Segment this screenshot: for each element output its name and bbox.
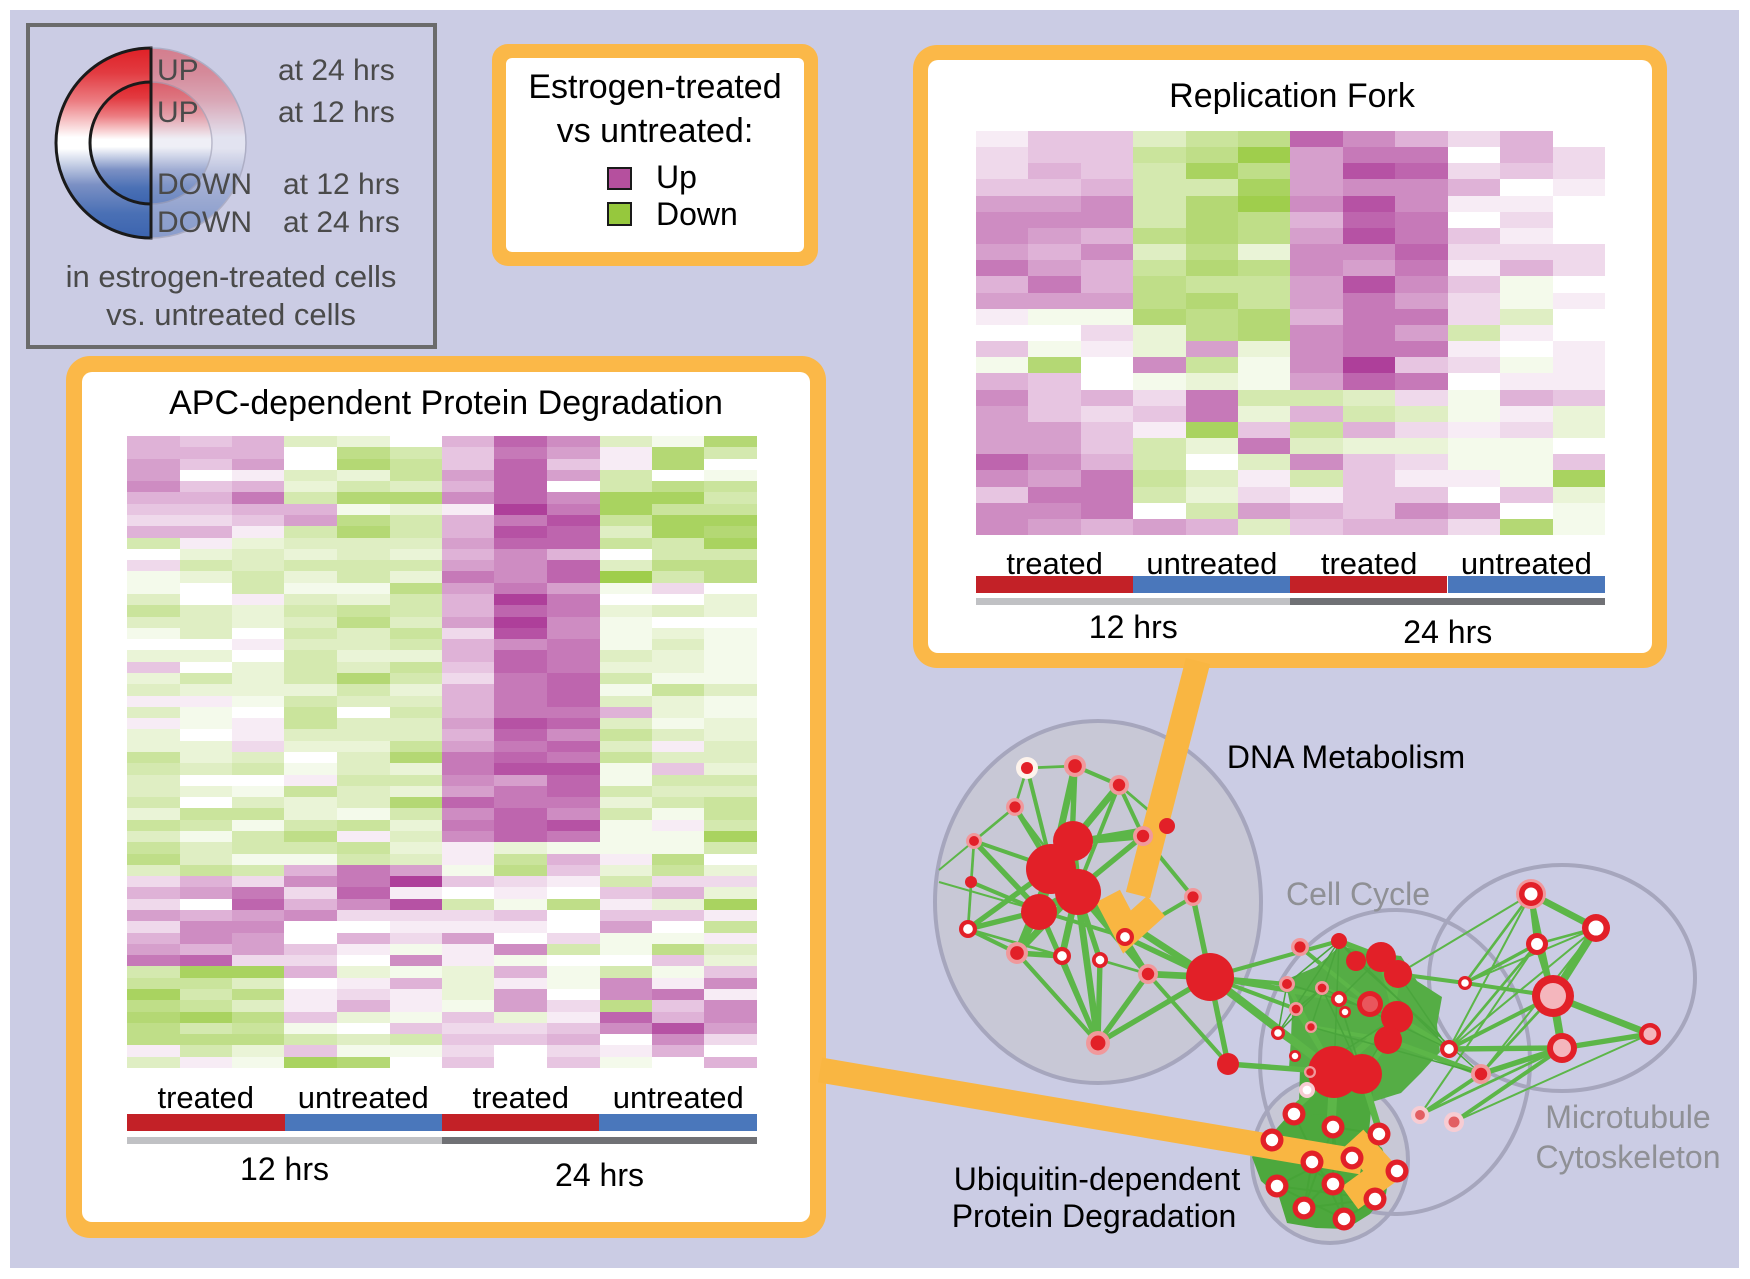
svg-text:treated: treated (1321, 546, 1418, 581)
svg-text:treated: treated (157, 1080, 254, 1115)
svg-text:at 24 hrs: at 24 hrs (278, 54, 395, 87)
svg-text:untreated: untreated (613, 1080, 744, 1115)
svg-text:untreated: untreated (1461, 546, 1592, 581)
svg-text:12 hrs: 12 hrs (240, 1151, 329, 1187)
svg-text:Up: Up (656, 159, 697, 195)
svg-text:DOWN: DOWN (157, 168, 252, 201)
svg-text:vs. untreated cells: vs. untreated cells (106, 297, 356, 332)
svg-text:untreated: untreated (298, 1080, 429, 1115)
svg-text:at 12 hrs: at 12 hrs (283, 168, 400, 201)
svg-text:Microtubule: Microtubule (1545, 1099, 1710, 1135)
svg-text:Replication Fork: Replication Fork (1169, 77, 1416, 115)
svg-text:in estrogen-treated cells: in estrogen-treated cells (66, 259, 397, 294)
svg-text:24 hrs: 24 hrs (1403, 614, 1492, 650)
svg-text:DNA Metabolism: DNA Metabolism (1227, 739, 1465, 775)
svg-text:Cytoskeleton: Cytoskeleton (1536, 1139, 1721, 1175)
svg-text:at 24 hrs: at 24 hrs (283, 206, 400, 239)
svg-text:treated: treated (1006, 546, 1103, 581)
svg-text:Down: Down (656, 196, 738, 232)
svg-text:at 12 hrs: at 12 hrs (278, 96, 395, 129)
svg-text:UP: UP (157, 54, 199, 87)
svg-text:treated: treated (472, 1080, 569, 1115)
svg-text:Protein Degradation: Protein Degradation (952, 1198, 1237, 1234)
svg-text:DOWN: DOWN (157, 206, 252, 239)
svg-text:vs untreated:: vs untreated: (557, 112, 754, 150)
svg-text:UP: UP (157, 96, 199, 129)
svg-text:untreated: untreated (1146, 546, 1277, 581)
svg-text:12 hrs: 12 hrs (1089, 609, 1178, 645)
svg-text:Ubiquitin-dependent: Ubiquitin-dependent (954, 1161, 1241, 1197)
svg-text:24 hrs: 24 hrs (555, 1157, 644, 1193)
svg-text:APC-dependent Protein Degradat: APC-dependent Protein Degradation (169, 384, 723, 422)
svg-text:Cell Cycle: Cell Cycle (1286, 876, 1430, 912)
svg-text:Estrogen-treated: Estrogen-treated (528, 68, 781, 106)
